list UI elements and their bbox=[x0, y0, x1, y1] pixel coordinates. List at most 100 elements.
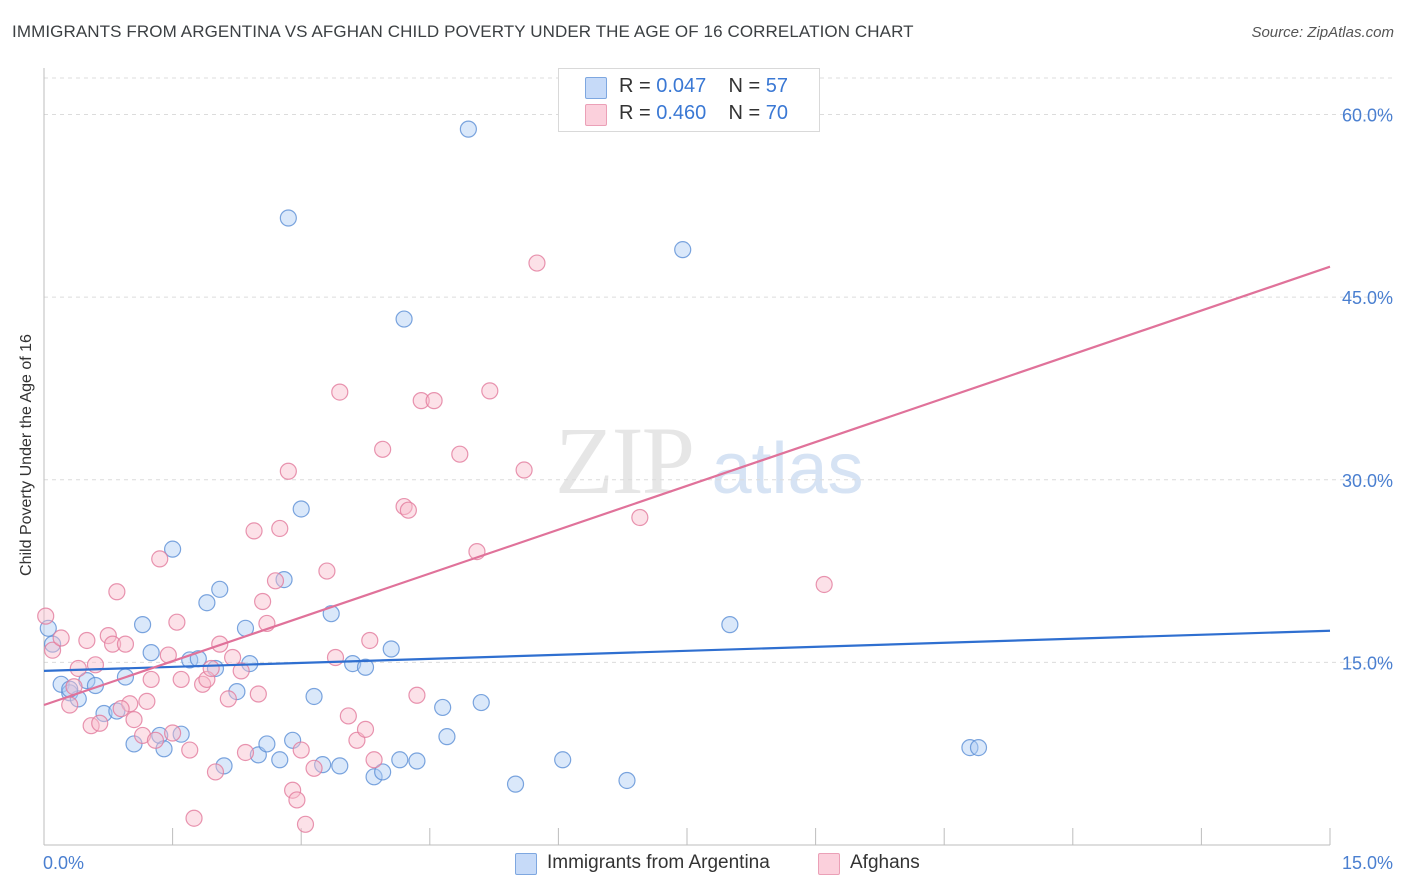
point-argentina bbox=[391, 751, 409, 769]
point-afghans bbox=[181, 741, 199, 759]
point-argentina bbox=[472, 693, 490, 712]
point-afghans bbox=[331, 383, 349, 401]
point-afghans bbox=[99, 626, 117, 645]
point-afghans bbox=[37, 607, 55, 625]
legend-swatch-afghans bbox=[585, 104, 607, 126]
point-argentina bbox=[331, 757, 349, 775]
point-argentina bbox=[365, 768, 383, 786]
point-argentina bbox=[95, 704, 113, 723]
point-argentina bbox=[279, 209, 297, 227]
point-afghans bbox=[361, 631, 379, 650]
chart-title: IMMIGRANTS FROM ARGENTINA VS AFGHAN CHIL… bbox=[12, 22, 914, 41]
point-argentina bbox=[228, 682, 246, 701]
point-afghans bbox=[43, 641, 62, 659]
source-label: Source: ZipAtlas.com bbox=[1251, 24, 1394, 41]
point-argentina bbox=[142, 644, 160, 662]
point-afghans bbox=[202, 659, 220, 678]
point-argentina bbox=[408, 752, 426, 770]
x-tick-label: 0.0% bbox=[43, 853, 84, 873]
point-afghans bbox=[69, 659, 87, 678]
point-afghans bbox=[224, 648, 242, 667]
point-argentina bbox=[292, 500, 310, 518]
legend-swatch-afghans bbox=[818, 853, 840, 875]
point-afghans bbox=[91, 714, 109, 732]
point-afghans bbox=[288, 791, 306, 809]
point-afghans bbox=[254, 592, 272, 611]
watermark-zip: ZIP bbox=[555, 407, 691, 514]
legend-r-value: 0.460 bbox=[656, 102, 707, 124]
point-afghans bbox=[245, 522, 263, 540]
point-afghans bbox=[481, 382, 499, 400]
point-argentina bbox=[459, 120, 477, 138]
point-argentina bbox=[314, 756, 332, 774]
y-tick-label: 30.0% bbox=[1342, 471, 1393, 491]
legend-n-value: 70 bbox=[765, 102, 789, 124]
point-argentina bbox=[211, 580, 229, 598]
point-afghans bbox=[292, 741, 310, 759]
point-argentina bbox=[258, 735, 276, 753]
point-afghans bbox=[168, 613, 186, 631]
legend-r-label: R = bbox=[619, 102, 657, 124]
point-afghans bbox=[356, 720, 375, 738]
point-afghans bbox=[296, 815, 315, 833]
point-argentina bbox=[133, 616, 152, 634]
point-argentina bbox=[395, 310, 413, 328]
point-afghans bbox=[172, 670, 190, 689]
point-afghans bbox=[206, 763, 225, 781]
legend-label-afghans: Afghans bbox=[850, 852, 920, 873]
point-afghans bbox=[425, 392, 443, 410]
point-argentina bbox=[506, 775, 525, 793]
point-afghans bbox=[399, 501, 417, 519]
point-argentina bbox=[43, 635, 62, 653]
point-argentina bbox=[164, 540, 182, 558]
point-argentina bbox=[554, 751, 572, 769]
point-argentina bbox=[382, 640, 400, 658]
point-argentina bbox=[172, 725, 190, 743]
point-afghans bbox=[151, 550, 169, 568]
legend-r-value: 0.047 bbox=[656, 75, 707, 97]
point-afghans bbox=[528, 254, 546, 272]
trend-line-argentina bbox=[43, 629, 1331, 673]
trend-line-afghans bbox=[43, 265, 1331, 707]
point-afghans bbox=[271, 519, 289, 538]
point-afghans bbox=[61, 696, 79, 714]
legend-n-label: N = bbox=[728, 102, 766, 124]
point-afghans bbox=[249, 685, 267, 703]
point-afghans bbox=[408, 686, 426, 704]
point-afghans bbox=[146, 731, 165, 749]
point-argentina bbox=[305, 687, 323, 706]
point-afghans bbox=[112, 700, 130, 718]
point-afghans bbox=[108, 583, 126, 601]
point-afghans bbox=[374, 440, 392, 458]
point-afghans bbox=[631, 508, 649, 527]
point-afghans bbox=[52, 629, 70, 647]
point-argentina bbox=[344, 654, 362, 673]
point-afghans bbox=[125, 711, 143, 729]
point-afghans bbox=[451, 445, 469, 463]
legend-r-label: R = bbox=[619, 75, 657, 97]
point-afghans bbox=[515, 461, 533, 479]
point-argentina bbox=[434, 698, 452, 717]
watermark: ZIP atlas bbox=[555, 405, 864, 516]
x-tick-label: 15.0% bbox=[1342, 853, 1393, 873]
point-afghans bbox=[339, 707, 357, 725]
legend-swatch-argentina bbox=[585, 77, 607, 99]
point-argentina bbox=[356, 658, 375, 676]
point-afghans bbox=[279, 462, 297, 480]
point-afghans bbox=[116, 635, 135, 653]
y-tick-label: 15.0% bbox=[1342, 653, 1393, 673]
y-tick-label: 45.0% bbox=[1342, 288, 1393, 308]
point-afghans bbox=[326, 648, 345, 667]
point-afghans bbox=[412, 392, 430, 410]
point-argentina bbox=[322, 605, 340, 623]
point-afghans bbox=[164, 724, 182, 742]
point-argentina bbox=[271, 751, 289, 769]
point-afghans bbox=[78, 631, 96, 650]
point-argentina bbox=[215, 757, 233, 775]
point-argentina bbox=[969, 739, 988, 757]
point-argentina bbox=[674, 241, 692, 259]
point-argentina bbox=[438, 728, 456, 746]
legend-n-label: N = bbox=[728, 75, 766, 97]
point-afghans bbox=[232, 662, 250, 680]
